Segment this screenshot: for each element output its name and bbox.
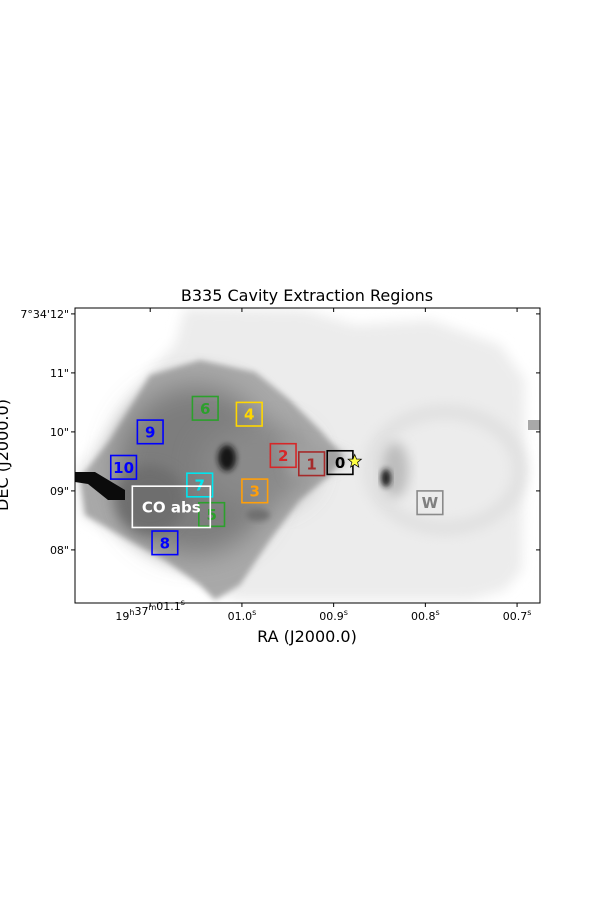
plot-frame [74, 307, 541, 604]
region-box [297, 451, 326, 477]
region-box [131, 485, 212, 529]
protostar-marker [347, 453, 363, 468]
region-box [186, 472, 214, 498]
region-box [269, 442, 297, 469]
region-box [241, 478, 269, 504]
y-tick-label: 7°34'12" [20, 308, 69, 321]
y-tick-label: 09" [50, 485, 69, 498]
y-tick-label: 08" [50, 544, 69, 557]
region-box [109, 454, 138, 480]
region-label: 5 [206, 506, 216, 524]
region-label: 9 [145, 423, 155, 441]
region-box [235, 401, 263, 427]
region-box [151, 530, 179, 556]
x-axis-label: RA (J2000.0) [257, 627, 357, 646]
y-tick-label: 10" [50, 426, 69, 439]
x-tick-label: 00.9s [319, 608, 348, 623]
x-axis-ticks: 19h37m01.1s 01.0s 00.9s 00.8s 00.7s [115, 308, 531, 623]
region-box [416, 490, 444, 516]
region-label: 10 [113, 459, 134, 477]
region-box [136, 419, 164, 445]
y-axis-label: DEC (J2000.0) [0, 399, 12, 511]
x-tick-label: 00.7s [503, 608, 532, 623]
region-label: CO abs [142, 498, 201, 516]
region-box [191, 395, 219, 421]
region-label: 6 [200, 400, 210, 418]
y-axis-ticks: 7°34'12" 11" 10" 09" 08" [20, 308, 540, 557]
region-label: 2 [278, 447, 288, 465]
chart-title: B335 Cavity Extraction Regions [181, 286, 433, 305]
x-tick-label: 00.8s [411, 608, 440, 623]
region-label: 8 [160, 534, 170, 552]
region-label: 1 [306, 455, 316, 473]
region-label: W [422, 494, 439, 512]
region-label: 4 [244, 406, 254, 424]
region-label: 3 [250, 482, 260, 500]
region-label: 0 [335, 454, 345, 472]
star-icon [347, 453, 363, 468]
x-tick-label: 19h37m01.1s [115, 598, 185, 623]
x-tick-label: 01.0s [228, 608, 257, 623]
y-tick-label: 11" [50, 367, 69, 380]
region-box [198, 501, 226, 528]
